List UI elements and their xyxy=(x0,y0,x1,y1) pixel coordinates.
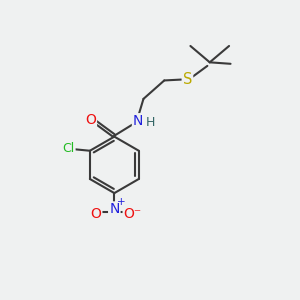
Text: Cl: Cl xyxy=(62,142,75,155)
Text: O⁻: O⁻ xyxy=(124,207,142,221)
Text: N: N xyxy=(133,114,143,128)
Text: S: S xyxy=(183,72,192,87)
Text: H: H xyxy=(146,116,156,129)
Text: O: O xyxy=(91,207,101,221)
Text: N: N xyxy=(109,202,119,216)
Text: O: O xyxy=(85,113,96,127)
Text: +: + xyxy=(117,197,125,207)
